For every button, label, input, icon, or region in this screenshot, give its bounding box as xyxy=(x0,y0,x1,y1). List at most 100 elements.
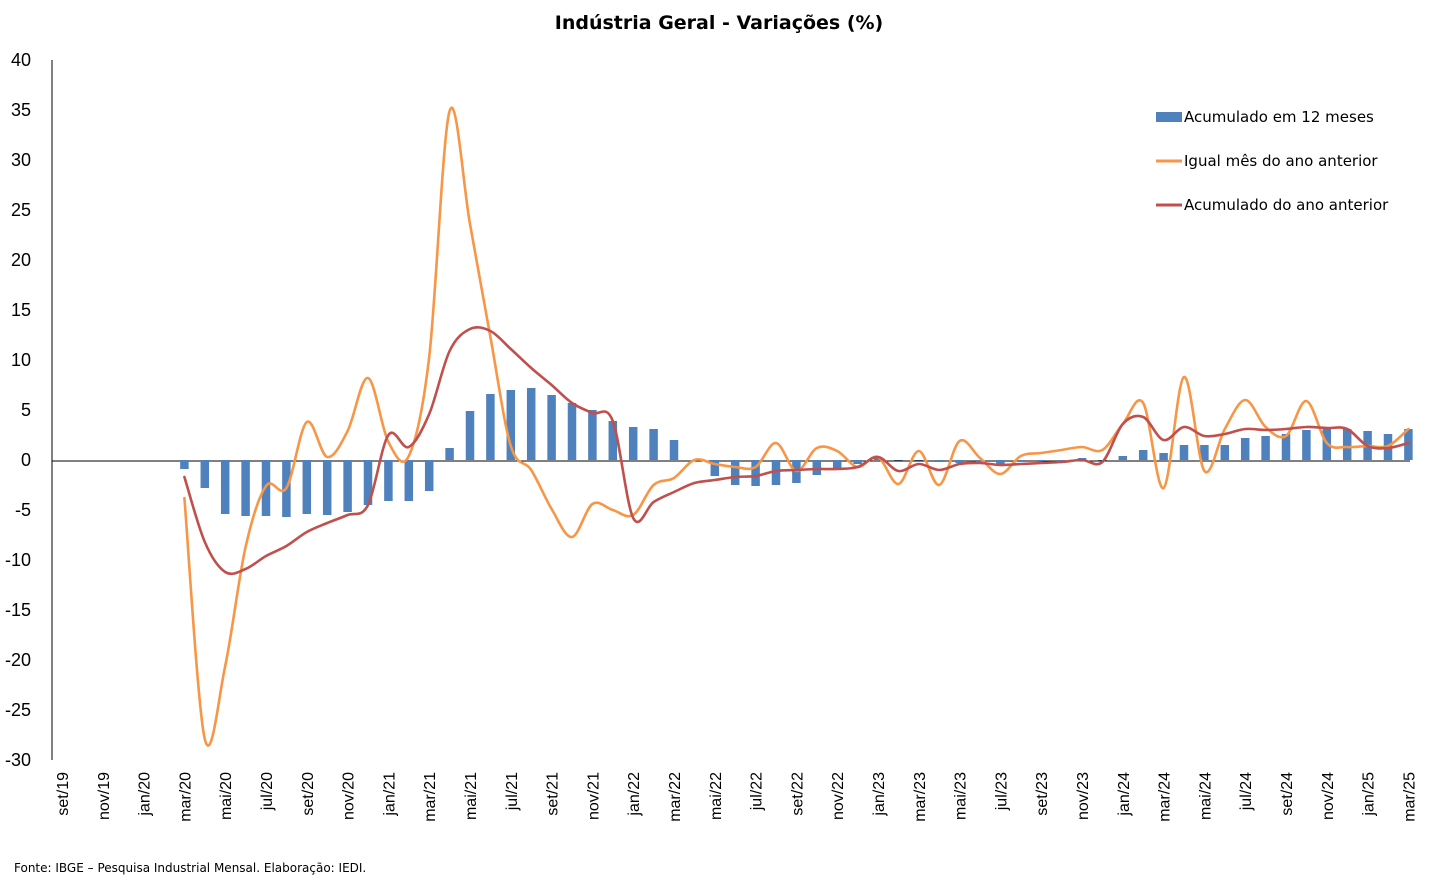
y-tick-label: -10 xyxy=(5,550,31,570)
y-tick-label: 10 xyxy=(11,350,31,370)
bar xyxy=(1240,438,1250,460)
bar xyxy=(547,395,556,460)
y-tick-label: 25 xyxy=(11,200,31,220)
bar xyxy=(751,460,760,486)
bar xyxy=(445,448,454,460)
x-tick-label: jan/21 xyxy=(381,772,398,817)
x-tick-label: mai/21 xyxy=(463,772,480,820)
x-tick-label: jan/20 xyxy=(137,772,154,817)
x-tick-label: set/20 xyxy=(300,772,317,816)
y-tick-label: -20 xyxy=(5,650,31,670)
bar xyxy=(710,460,720,476)
bar xyxy=(1200,445,1209,460)
bar xyxy=(649,429,658,460)
bar xyxy=(506,390,516,460)
legend: Acumulado em 12 meses Igual mês do ano an… xyxy=(1156,108,1389,214)
bar xyxy=(343,460,352,512)
x-tick-label: jul/22 xyxy=(749,772,766,811)
bar xyxy=(628,427,638,460)
x-tick-label: mar/20 xyxy=(177,772,194,822)
bar xyxy=(608,421,618,460)
bar xyxy=(1281,434,1291,460)
x-tick-label: mai/23 xyxy=(953,772,970,820)
bar xyxy=(588,410,597,460)
bar xyxy=(832,460,842,470)
bar xyxy=(384,460,393,501)
bar xyxy=(955,460,964,463)
x-tick-label: mar/25 xyxy=(1401,772,1418,822)
x-tick-label: jul/20 xyxy=(259,772,276,811)
x-tick-label: nov/23 xyxy=(1075,772,1092,820)
x-tick-label: jan/22 xyxy=(626,772,643,817)
y-tick-label: 0 xyxy=(21,450,31,470)
bar xyxy=(730,460,740,485)
x-tick-label: jan/25 xyxy=(1361,772,1378,817)
bar xyxy=(567,403,577,460)
legend-label: Acumulado em 12 meses xyxy=(1184,108,1374,126)
legend-label: Acumulado do ano anterior xyxy=(1184,196,1389,214)
bar xyxy=(1179,445,1189,460)
x-tick-label: mai/22 xyxy=(708,772,725,820)
x-tick-label: nov/19 xyxy=(96,772,113,820)
bar xyxy=(200,460,210,488)
y-tick-label: 15 xyxy=(11,300,31,320)
bar xyxy=(465,411,475,460)
bar xyxy=(1138,450,1148,460)
legend-label: Igual mês do ano anterior xyxy=(1184,152,1378,170)
x-tick-label: nov/21 xyxy=(585,772,602,820)
y-tick-label: 5 xyxy=(21,400,31,420)
bar xyxy=(1036,460,1046,461)
bar xyxy=(1342,429,1352,460)
line-series-acumulado-ano xyxy=(183,325,1410,576)
source-note: Fonte: IBGE – Pesquisa Industrial Mensal… xyxy=(14,861,367,875)
x-tick-label: jul/21 xyxy=(504,772,521,811)
y-tick-label: 20 xyxy=(11,250,31,270)
bar xyxy=(812,460,822,475)
bar xyxy=(934,460,944,462)
bar xyxy=(771,460,781,485)
bar xyxy=(322,460,332,515)
line-series-igual-mes xyxy=(183,106,1410,747)
x-tick-label: jan/23 xyxy=(871,772,888,817)
legend-swatch-bar xyxy=(1156,112,1182,122)
x-tick-label: nov/22 xyxy=(830,772,847,820)
bar xyxy=(996,460,1005,466)
x-tick-label: mar/23 xyxy=(912,772,929,822)
x-tick-labels: set/19 nov/19 jan/20 mar/20 mai/20 jul/20 set/… xyxy=(55,772,1418,822)
x-tick-label: nov/20 xyxy=(341,772,358,820)
y-tick-label: -5 xyxy=(15,500,31,520)
x-tick-label: mar/22 xyxy=(667,772,684,822)
line-series xyxy=(183,106,1410,747)
bar xyxy=(1057,460,1066,461)
bar xyxy=(180,460,189,469)
x-tick-label: mar/21 xyxy=(422,772,439,822)
bar xyxy=(1302,430,1311,460)
bar xyxy=(424,460,434,491)
x-tick-label: set/24 xyxy=(1279,772,1296,816)
bar xyxy=(526,388,536,460)
bar xyxy=(1118,456,1128,460)
bar xyxy=(873,458,883,460)
bar xyxy=(914,460,924,461)
chart-title: Indústria Geral - Variações (%) xyxy=(555,12,883,34)
bar xyxy=(302,460,312,514)
bar-series-acumulado-12-meses xyxy=(180,388,1413,517)
x-tick-label: set/21 xyxy=(545,772,562,816)
y-tick-label: -30 xyxy=(5,750,31,770)
x-tick-label: mai/20 xyxy=(218,772,235,820)
x-tick-label: jan/24 xyxy=(1116,772,1133,817)
y-tick-label: 40 xyxy=(11,50,31,70)
x-tick-label: set/19 xyxy=(55,772,72,816)
bar xyxy=(241,460,250,516)
bar xyxy=(975,460,985,462)
bar xyxy=(404,460,414,501)
x-tick-label: nov/24 xyxy=(1320,772,1337,820)
bar xyxy=(1016,460,1026,461)
y-tick-label: 35 xyxy=(11,100,31,120)
bar xyxy=(220,460,230,514)
x-tick-label: mar/24 xyxy=(1157,772,1174,822)
bar xyxy=(853,460,862,464)
x-tick-label: set/22 xyxy=(789,772,806,816)
y-tick-label: 30 xyxy=(11,150,31,170)
